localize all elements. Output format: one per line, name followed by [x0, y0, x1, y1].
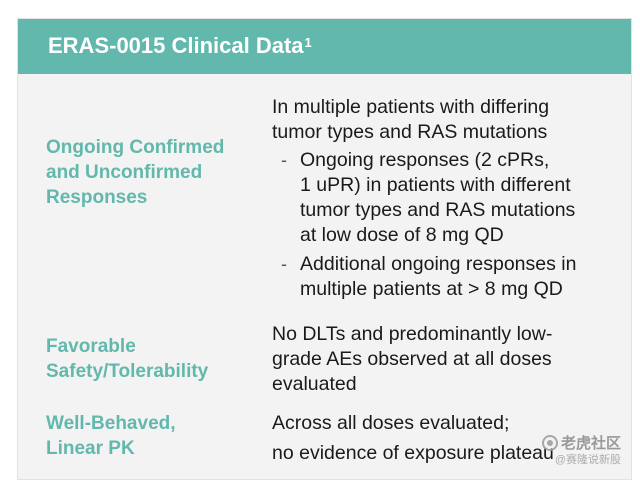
row-text-line: tumor types and RAS mutations — [272, 121, 548, 143]
watermark-main-text: 老虎社区 — [560, 435, 621, 452]
bullet-text-line: multiple patients at > 8 mg QD — [300, 278, 563, 300]
slide: ERAS-0015 Clinical Data1 Ongoing Confirm… — [17, 18, 632, 480]
slide-title-text: ERAS-0015 Clinical Data — [48, 33, 304, 58]
slide-title: ERAS-0015 Clinical Data1 — [48, 33, 312, 59]
dash-bullet: - — [281, 254, 287, 274]
row-label-line: Responses — [46, 187, 148, 208]
row-label-line: Linear PK — [46, 438, 135, 459]
row-text-line: Across all doses evaluated; — [272, 412, 510, 434]
row-text-line: grade AEs observed at all doses — [272, 348, 552, 370]
row-label-line: Safety/Tolerability — [46, 361, 209, 382]
row-text-line: In multiple patients with differing — [272, 96, 550, 118]
watermark-sub: @赛隆说新股 — [554, 454, 621, 466]
header-bar: ERAS-0015 Clinical Data1 — [18, 19, 631, 74]
row-text-line: No DLTs and predominantly low- — [272, 323, 553, 345]
bullet-text-line: at low dose of 8 mg QD — [300, 224, 504, 246]
row-label-line: Favorable — [46, 336, 136, 357]
watermark-main: 老虎社区 — [541, 435, 621, 453]
bullet-text-line: 1 uPR) in patients with different — [300, 174, 571, 196]
footnote-marker: 1 — [304, 35, 312, 50]
bullet-text-line: Additional ongoing responses in — [300, 253, 577, 275]
row-text-line: no evidence of exposure plateau — [272, 442, 554, 464]
watermark: 老虎社区 @赛隆说新股 — [541, 435, 621, 467]
bullet-text-line: tumor types and RAS mutations — [300, 199, 576, 221]
row-text-line: evaluated — [272, 373, 357, 395]
row-label-line: and Unconfirmed — [46, 162, 203, 183]
tiger-community-logo-icon — [541, 435, 558, 451]
row-label-line: Well-Behaved, — [46, 413, 176, 434]
bullet-text-line: Ongoing responses (2 cPRs, — [300, 149, 550, 171]
dash-bullet: - — [281, 150, 287, 170]
row-label-line: Ongoing Confirmed — [46, 137, 225, 158]
